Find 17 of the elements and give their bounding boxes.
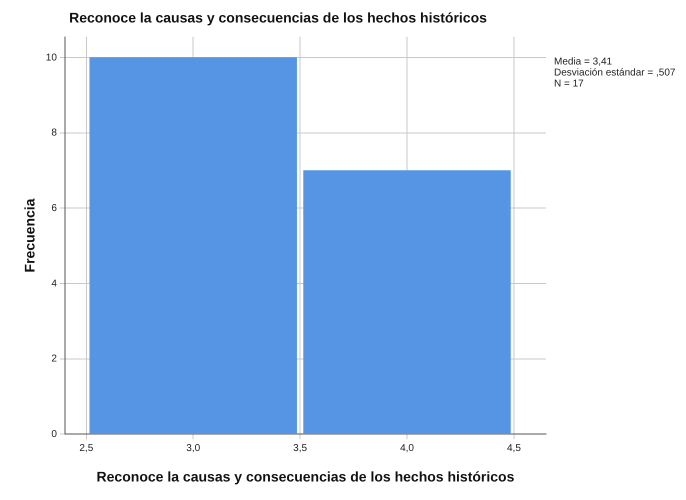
x-tick-label: 4,0 — [400, 442, 414, 454]
y-tick-label: 4 — [51, 278, 58, 290]
x-axis-title: Reconoce la causas y consecuencias de los hechos históricos — [96, 468, 515, 484]
y-tick-label: 10 — [46, 52, 58, 64]
y-tick-label: 2 — [51, 354, 58, 365]
text: Desviación estándar = ,507 — [554, 68, 676, 79]
x-tick-label: 2,5 — [79, 442, 94, 454]
y-axis-title: Frecuencia — [21, 198, 38, 272]
y-tick-label: 6 — [51, 202, 58, 214]
x-tick-label: 4,5 — [506, 442, 522, 454]
text: N = 17 — [554, 78, 584, 90]
y-tick-label: 0 — [51, 428, 58, 440]
y-tick-label: 8 — [51, 128, 58, 139]
x-tick-label: 3,0 — [186, 442, 201, 454]
x-tick-label: 3,5 — [293, 442, 308, 454]
text: Media = 3,41 — [554, 56, 613, 68]
chart-title: Reconoce la causas y consecuencias de los hechos históricos — [69, 9, 488, 26]
